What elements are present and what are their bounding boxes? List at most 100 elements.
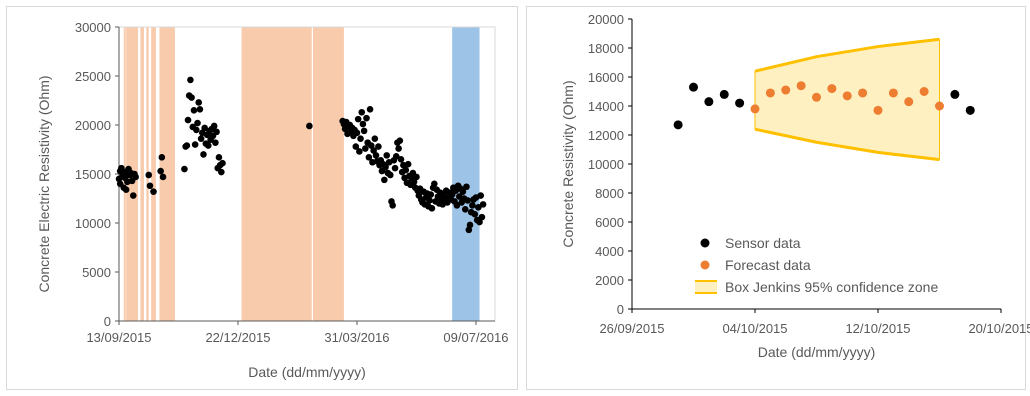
y-tick-label: 10000 [588, 157, 624, 172]
legend-forecast-marker [700, 260, 710, 270]
sensor-point [735, 98, 745, 108]
sensor-point [391, 164, 399, 172]
sensor-point [466, 221, 474, 229]
sensor-point [219, 159, 226, 167]
orange-band [151, 27, 156, 321]
sensor-point [477, 192, 485, 199]
sensor-point [459, 188, 467, 195]
sensor-point [362, 145, 369, 152]
sensor-point [188, 94, 195, 101]
sensor-point [129, 192, 137, 199]
sensor-point [478, 213, 486, 221]
sensor-point [200, 151, 207, 158]
x-tick-label: 04/10/2015 [722, 321, 787, 336]
sensor-point [215, 154, 223, 161]
forecast-point [873, 105, 883, 115]
sensor-point [145, 171, 153, 179]
y-tick-label: 2000 [595, 273, 624, 288]
sensor-point [461, 205, 469, 213]
forecast-chart: 0 2000 4000 6000 8000 10000 12000 14000 16000 180… [560, 12, 1030, 360]
blue-band [452, 27, 480, 321]
sensor-point [463, 183, 470, 191]
resistivity-history-chart-panel: 0 5000 10000 15000 20000 25000 30000 13/09/2015… [6, 6, 518, 390]
forecast-point [765, 88, 775, 98]
forecast-point [888, 88, 898, 98]
sensor-point [479, 201, 487, 208]
y-tick-label: 30000 [75, 20, 111, 35]
forecast-chart-panel: 0 2000 4000 6000 8000 10000 12000 14000 16000 180… [526, 6, 1030, 390]
y-tick-label: 18000 [588, 41, 624, 56]
x-tick-label: 20/10/2015 [968, 321, 1030, 336]
sensor-point [382, 163, 389, 171]
orange-band [312, 27, 344, 321]
legend-sensor-label: Sensor data [725, 235, 801, 251]
sensor-point [218, 168, 225, 176]
sensor-point [184, 116, 192, 124]
y-tick-label: 5000 [82, 265, 111, 280]
sensor-point [469, 202, 476, 209]
sensor-point [181, 165, 188, 173]
sensor-point [426, 197, 433, 204]
sensor-point [122, 186, 130, 193]
sensor-point [476, 218, 483, 226]
sensor-point [371, 135, 379, 143]
y-axis-title: Concrete Resistivity (Ohm) [560, 80, 576, 247]
y-tick-label: 6000 [595, 215, 624, 230]
y-tick-label: 14000 [588, 99, 624, 114]
sensor-point [389, 202, 396, 209]
sensor-point [159, 173, 167, 181]
sensor-point [383, 152, 391, 159]
legend-forecast-label: Forecast data [725, 257, 811, 273]
y-tick-label: 4000 [595, 244, 624, 259]
forecast-point [827, 84, 837, 94]
sensor-point [194, 119, 201, 127]
sensor-point [193, 126, 200, 134]
sensor-point [213, 128, 220, 136]
sensor-point [719, 89, 729, 99]
sensor-point [204, 142, 212, 149]
sensor-point [306, 122, 313, 130]
orange-band [140, 27, 144, 321]
sensor-point [689, 82, 698, 92]
sensor-point [210, 122, 218, 130]
resistivity-history-chart: 0 5000 10000 15000 20000 25000 30000 13/09/2015… [36, 20, 509, 380]
y-tick-label: 20000 [75, 118, 111, 133]
y-tick-label: 10000 [75, 216, 111, 231]
sensor-point [367, 142, 375, 149]
sensor-point [428, 205, 436, 212]
legend-sensor-marker [700, 238, 710, 248]
x-tick-label: 09/07/2016 [443, 330, 508, 345]
sensor-point [197, 135, 205, 143]
y-tick-label: 15000 [75, 167, 111, 182]
sensor-point [965, 105, 975, 115]
sensor-point [356, 148, 363, 155]
sensor-point [673, 120, 683, 130]
sensor-point [201, 124, 208, 132]
sensor-point [950, 89, 960, 99]
sensor-point [704, 97, 714, 107]
sensor-point [370, 147, 377, 154]
legend-zone-label: Box Jenkins 95% confidence zone [725, 279, 938, 295]
forecast-point [812, 92, 821, 102]
sensor-point [396, 137, 404, 144]
y-tick-label: 12000 [588, 128, 624, 143]
sensor-point [191, 141, 199, 148]
y-tick-label: 0 [104, 314, 111, 329]
legend-zone-swatch [695, 281, 717, 293]
sensor-point [402, 166, 410, 174]
forecast-point [781, 85, 791, 95]
y-tick-label: 0 [617, 302, 624, 317]
sensor-point [404, 160, 412, 168]
confidence-upper-line [754, 37, 940, 73]
sensor-point [359, 120, 367, 128]
sensor-point [146, 182, 154, 190]
forecast-point [750, 104, 760, 114]
sensor-point [196, 106, 204, 113]
sensor-point [427, 191, 435, 198]
sensor-point [157, 167, 164, 175]
sensor-point [453, 202, 461, 209]
x-tick-label: 26/09/2015 [599, 321, 664, 336]
sensor-point [187, 76, 194, 84]
x-tick-label: 13/09/2015 [86, 330, 151, 345]
sensor-point [386, 171, 394, 179]
